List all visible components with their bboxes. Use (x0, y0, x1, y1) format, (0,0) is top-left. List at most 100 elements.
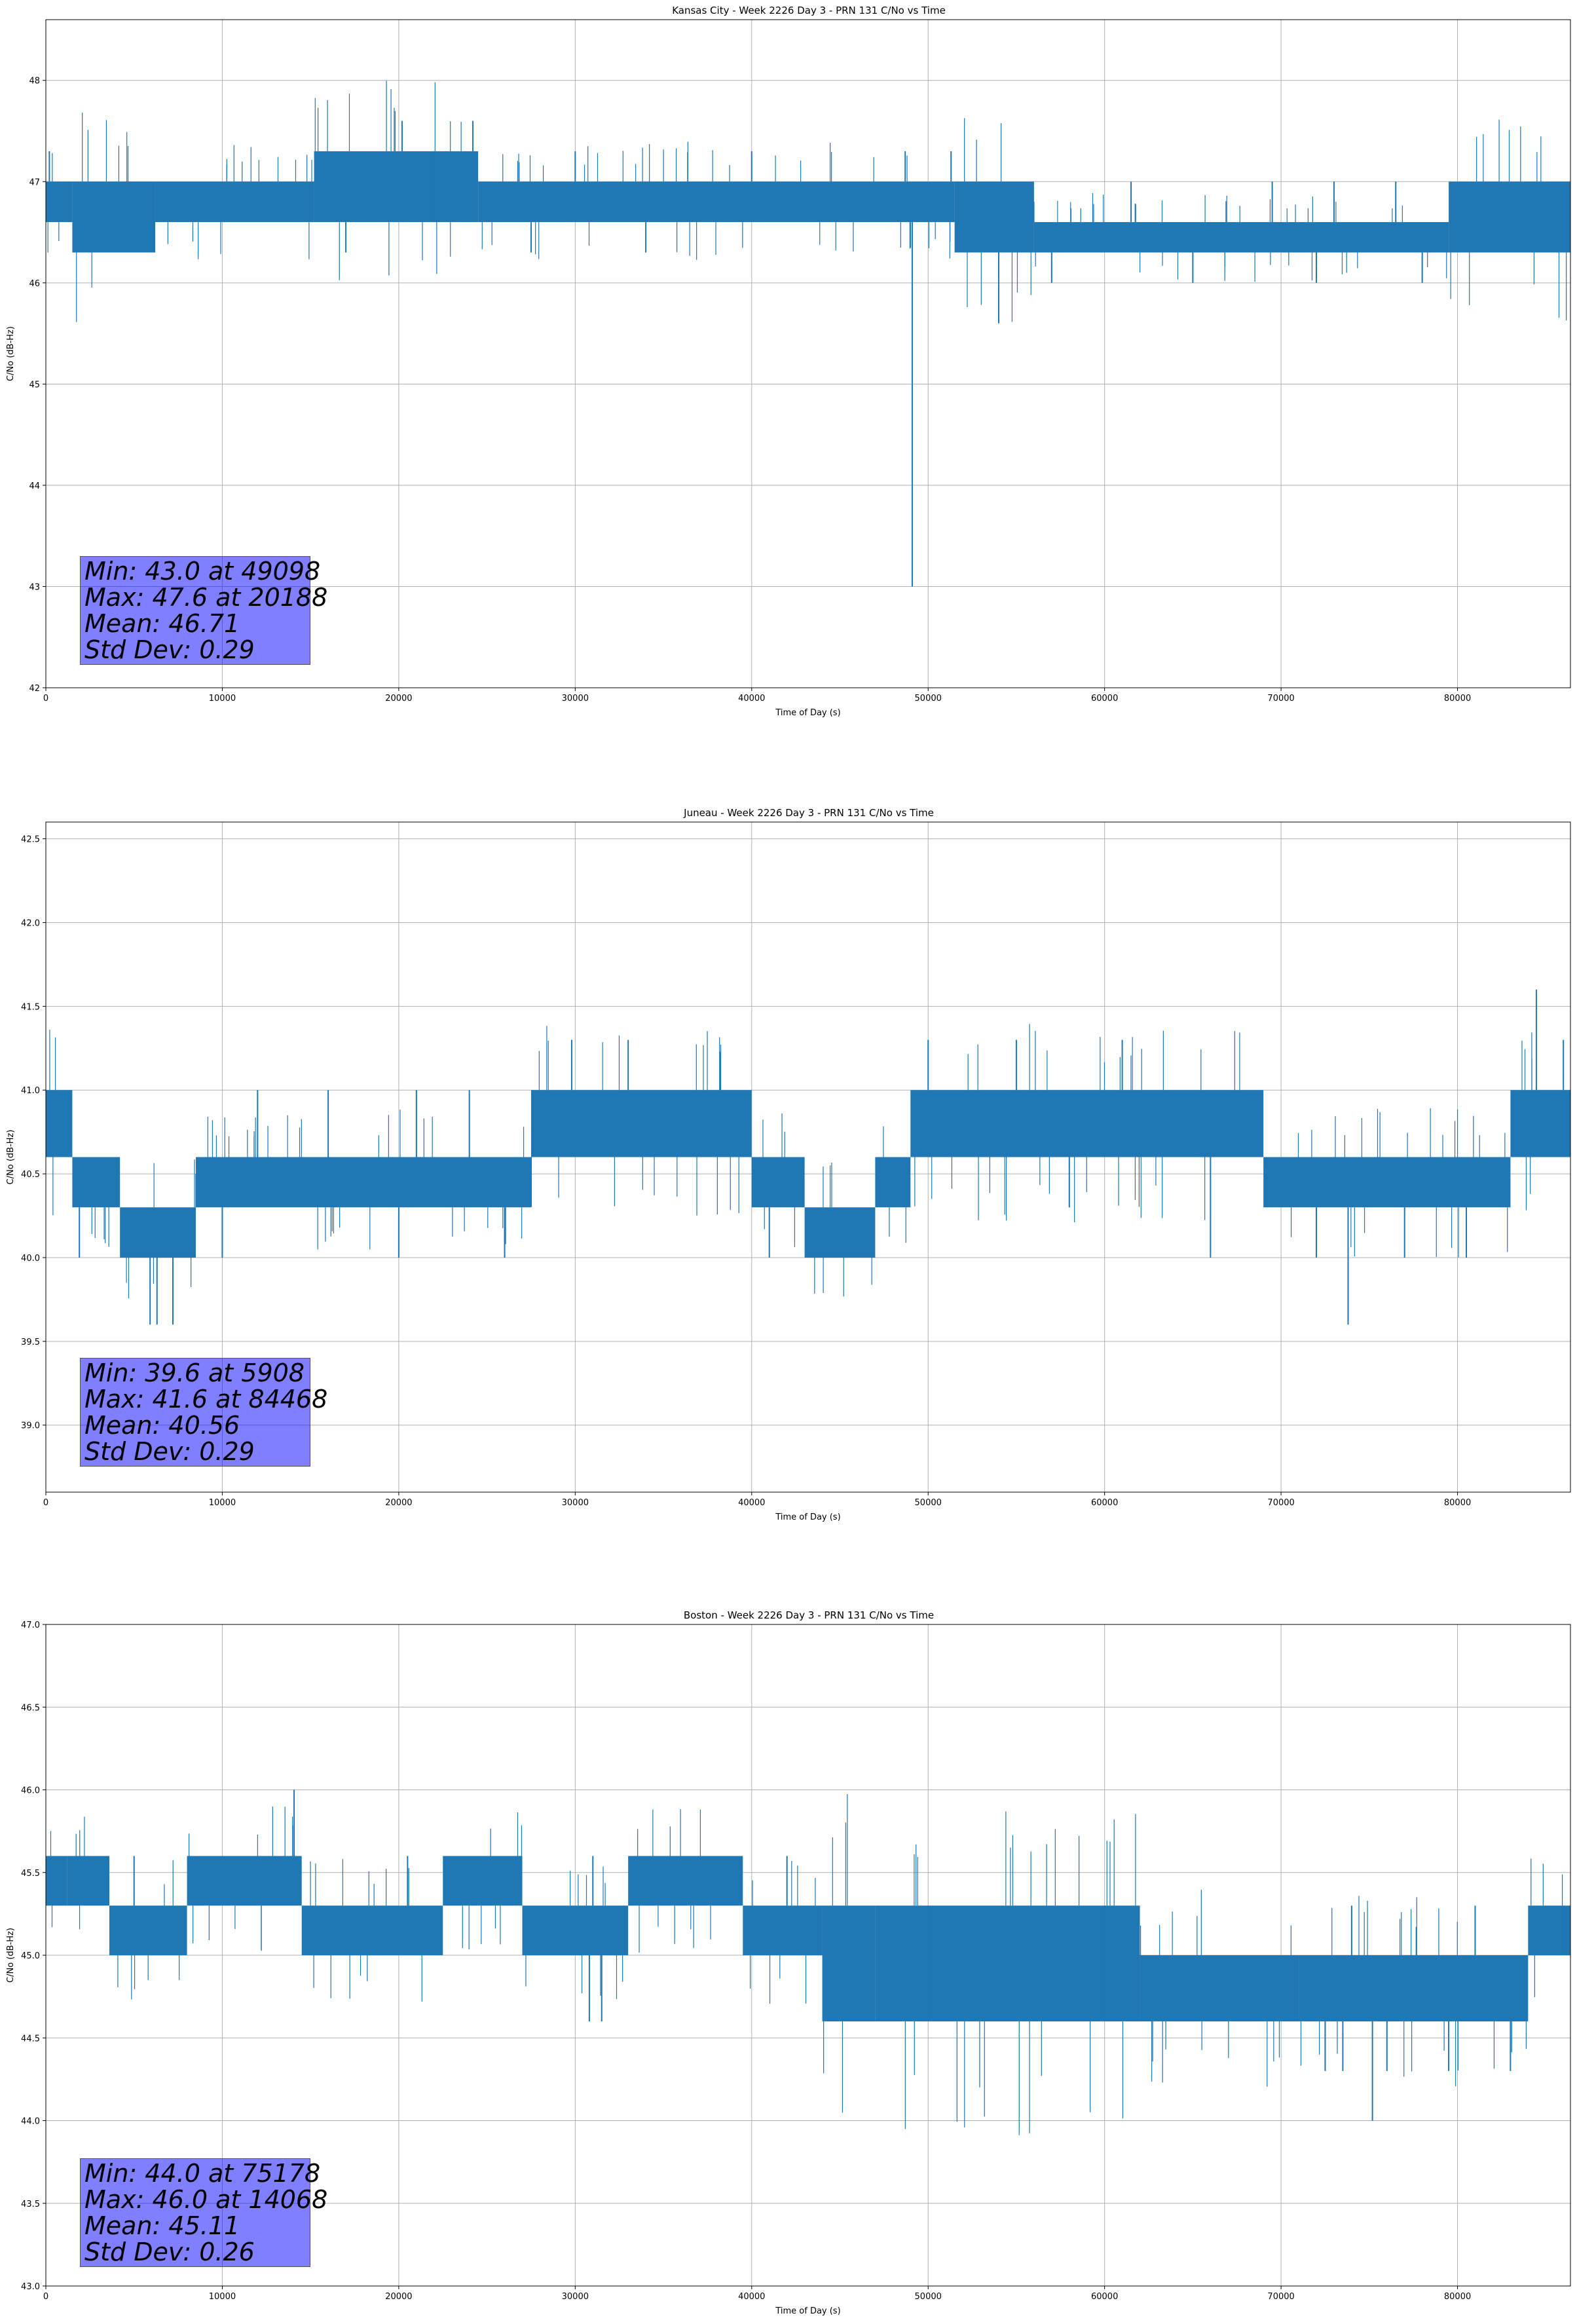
y-tick-label: 46.5 (21, 1703, 40, 1713)
data-band (1033, 222, 1449, 253)
data-band (522, 1905, 629, 1955)
x-tick-label: 80000 (1444, 1498, 1471, 1508)
x-tick-label: 30000 (562, 694, 589, 703)
y-tick-label: 48 (29, 77, 40, 86)
x-tick-label: 30000 (562, 2292, 589, 2302)
stats-std: Std Dev: 0.29 (84, 1437, 255, 1466)
x-tick-label: 0 (43, 2292, 48, 2302)
y-axis-label: C/No (dB-Hz) (6, 326, 16, 381)
data-band (67, 1856, 109, 1906)
y-tick-label: 45 (29, 380, 40, 390)
x-tick-label: 70000 (1267, 2292, 1294, 2302)
x-tick-label: 40000 (738, 1498, 765, 1508)
x-tick-label: 60000 (1091, 1498, 1118, 1508)
x-tick-label: 0 (43, 1498, 48, 1508)
x-tick-label: 60000 (1091, 694, 1118, 703)
chart-plot: 0 10000 20000 30000 40000 50000 60000 70000 8000… (6, 821, 1571, 1522)
x-tick-label: 80000 (1444, 694, 1471, 703)
data-band (46, 1856, 67, 1906)
y-tick-label: 46.0 (21, 1786, 40, 1796)
y-tick-label: 43.5 (21, 2200, 40, 2209)
data-band (443, 1856, 523, 1906)
x-axis-label: Time of Day (s) (775, 2306, 840, 2316)
data-band (46, 1090, 73, 1157)
y-tick-label: 44.5 (21, 2034, 40, 2044)
plot-frame (45, 821, 1571, 1493)
stats-min: Min: 43.0 at 49098 (84, 557, 321, 586)
y-tick-label: 45.5 (21, 1869, 40, 1879)
data-band (1299, 1955, 1529, 2021)
chart-title: Juneau - Week 2226 Day 3 - PRN 131 C/No … (684, 807, 934, 819)
x-tick-label: 50000 (915, 1498, 942, 1508)
data-band (1263, 1157, 1511, 1208)
y-tick-label: 43.0 (21, 2282, 40, 2292)
stats-mean: Mean: 45.11 (84, 2211, 240, 2240)
stats-max: Max: 47.6 at 20188 (84, 583, 328, 612)
data-band (1449, 181, 1570, 253)
x-tick-label: 20000 (385, 2292, 412, 2302)
data-band (72, 181, 156, 253)
y-tick-label: 41.0 (21, 1086, 40, 1096)
stats-box: Min: 39.6 at 5908 Max: 41.6 at 84468 Mea… (80, 1358, 328, 1467)
data-band (954, 181, 1034, 253)
stats-box: Min: 43.0 at 49098 Max: 47.6 at 20188 Me… (80, 556, 328, 665)
x-tick-label: 20000 (385, 1498, 412, 1508)
data-band (187, 1856, 302, 1906)
data-band (478, 181, 955, 223)
stats-max: Max: 46.0 at 14068 (84, 2185, 328, 2214)
data-band (314, 151, 479, 223)
x-tick-label: 10000 (209, 2292, 236, 2302)
data-band (875, 1905, 1140, 2021)
stats-min: Min: 39.6 at 5908 (84, 1359, 305, 1387)
x-tick-label: 10000 (209, 694, 236, 703)
data-band (743, 1905, 823, 1955)
chart-panel-kansas-city: Kansas City - Week 2226 Day 3 - PRN 131 … (0, 0, 1577, 718)
y-tick-label: 41.5 (21, 1002, 40, 1012)
stats-min: Min: 44.0 at 75178 (84, 2159, 321, 2188)
chart-plot: 0 10000 20000 30000 40000 50000 60000 70000 8000… (6, 19, 1571, 718)
y-tick-label: 42.5 (21, 835, 40, 845)
data-band (822, 1905, 876, 2021)
x-axis-label: Time of Day (s) (775, 1512, 840, 1522)
y-tick-label: 44.0 (21, 2117, 40, 2127)
x-tick-label: 0 (43, 694, 48, 703)
data-series (46, 989, 1570, 1325)
y-tick-label: 43 (29, 582, 40, 592)
data-series (46, 1790, 1570, 2135)
x-tick-label: 10000 (209, 1498, 236, 1508)
data-band (751, 1157, 805, 1208)
stats-std: Std Dev: 0.26 (84, 2238, 255, 2266)
y-axis-label: C/No (dB-Hz) (6, 1130, 16, 1185)
x-tick-label: 60000 (1091, 2292, 1118, 2302)
chart-plot: 0 10000 20000 30000 40000 50000 60000 70000 8000… (6, 1621, 1571, 2316)
plot-frame (45, 19, 1571, 688)
data-band (72, 1157, 121, 1208)
y-tick-label: 39.5 (21, 1338, 40, 1347)
y-tick-label: 42.0 (21, 918, 40, 928)
data-band (196, 1157, 531, 1208)
data-band (910, 1090, 1264, 1157)
x-tick-label: 50000 (915, 694, 942, 703)
stats-max: Max: 41.6 at 84468 (84, 1385, 328, 1414)
data-band (46, 181, 73, 223)
x-tick-label: 50000 (915, 2292, 942, 2302)
x-tick-label: 70000 (1267, 1498, 1294, 1508)
y-tick-label: 39.0 (21, 1421, 40, 1431)
chart-panel-boston: Boston - Week 2226 Day 3 - PRN 131 C/No … (0, 1602, 1577, 2324)
x-tick-label: 30000 (562, 1498, 589, 1508)
stats-mean: Mean: 40.56 (84, 1411, 240, 1440)
data-band (155, 181, 314, 223)
y-axis-label: C/No (dB-Hz) (6, 1928, 16, 1983)
x-tick-label: 70000 (1267, 694, 1294, 703)
data-band (628, 1856, 743, 1906)
data-band (1140, 1955, 1299, 2021)
y-tick-label: 47.0 (21, 1621, 40, 1630)
chart-title: Boston - Week 2226 Day 3 - PRN 131 C/No … (683, 1609, 935, 1621)
stats-std: Std Dev: 0.29 (84, 635, 255, 664)
y-tick-label: 45.0 (21, 1951, 40, 1961)
data-band (875, 1157, 911, 1208)
data-series (46, 81, 1570, 587)
y-tick-label: 42 (29, 684, 40, 694)
stats-box: Min: 44.0 at 75178 Max: 46.0 at 14068 Me… (80, 2158, 328, 2267)
chart-panel-juneau: Juneau - Week 2226 Day 3 - PRN 131 C/No … (0, 799, 1577, 1526)
